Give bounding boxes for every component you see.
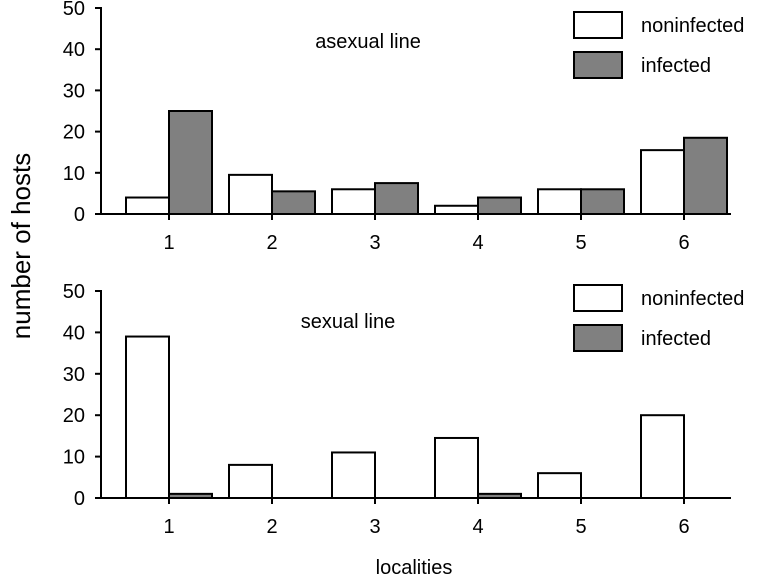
infected-bar bbox=[683, 136, 728, 215]
infected-bar bbox=[271, 190, 316, 215]
y-tick-label: 50 bbox=[63, 0, 85, 20]
y-tick-label: 20 bbox=[63, 405, 85, 427]
x-tick-label: 4 bbox=[472, 516, 483, 538]
y-tick-label: 50 bbox=[63, 281, 85, 303]
noninfected-bar bbox=[640, 414, 685, 500]
noninfected-bar bbox=[537, 188, 582, 215]
noninfected-bar bbox=[434, 204, 479, 215]
x-tick-label: 2 bbox=[266, 232, 277, 254]
x-tick-label: 1 bbox=[163, 232, 174, 254]
infected-bar bbox=[168, 110, 213, 215]
panel-annotation: sexual line bbox=[301, 311, 396, 333]
x-tick-label: 6 bbox=[678, 232, 689, 254]
noninfected-bar bbox=[125, 196, 170, 216]
legend-swatch-infected bbox=[573, 324, 623, 352]
x-tick-label: 3 bbox=[369, 516, 380, 538]
x-tick-label: 4 bbox=[472, 232, 483, 254]
noninfected-bar bbox=[434, 436, 479, 499]
legend-label-noninfected: noninfected bbox=[641, 288, 744, 310]
infected-bar bbox=[168, 492, 213, 499]
x-tick-label: 2 bbox=[266, 516, 277, 538]
x-tick-label: 6 bbox=[678, 516, 689, 538]
y-axis-label: number of hosts bbox=[6, 153, 36, 339]
asexual-line-panel: 0 10 20 30 40 50 1 2 3 4 5 6 asexual line noninfected… bbox=[63, 0, 745, 254]
x-tick-label: 5 bbox=[575, 516, 586, 538]
y-tick-label: 30 bbox=[63, 364, 85, 386]
infected-bar bbox=[580, 188, 625, 215]
y-tick-label: 0 bbox=[74, 204, 85, 226]
x-tick-label: 3 bbox=[369, 232, 380, 254]
noninfected-bar bbox=[331, 188, 376, 215]
noninfected-bar bbox=[125, 335, 170, 500]
noninfected-bar bbox=[537, 472, 582, 500]
y-tick-label: 20 bbox=[63, 122, 85, 144]
x-tick-label: 5 bbox=[575, 232, 586, 254]
x-axis-label: localities bbox=[376, 557, 453, 579]
infected-bar bbox=[374, 182, 419, 216]
noninfected-bar bbox=[228, 463, 273, 500]
legend-label-noninfected: noninfected bbox=[641, 15, 744, 37]
legend-swatch-noninfected bbox=[573, 284, 623, 312]
legend-swatch-noninfected bbox=[573, 11, 623, 39]
y-tick-label: 40 bbox=[63, 322, 85, 344]
y-tick-label: 10 bbox=[63, 447, 85, 469]
legend-label-infected: infected bbox=[641, 55, 711, 77]
y-tick-label: 0 bbox=[74, 488, 85, 510]
x-tick-label: 1 bbox=[163, 516, 174, 538]
y-tick-label: 30 bbox=[63, 80, 85, 102]
infected-bar bbox=[477, 492, 522, 499]
sexual-line-panel: 0 10 20 30 40 50 1 2 3 4 5 6 sexual line noninfected i… bbox=[63, 281, 745, 538]
noninfected-bar bbox=[640, 149, 685, 215]
panel-annotation: asexual line bbox=[315, 31, 421, 53]
legend-swatch-infected bbox=[573, 51, 623, 79]
infected-bar bbox=[477, 196, 522, 216]
noninfected-bar bbox=[228, 173, 273, 215]
y-tick-label: 10 bbox=[63, 163, 85, 185]
noninfected-bar bbox=[331, 451, 376, 499]
y-tick-label: 40 bbox=[63, 39, 85, 61]
legend-label-infected: infected bbox=[641, 328, 711, 350]
